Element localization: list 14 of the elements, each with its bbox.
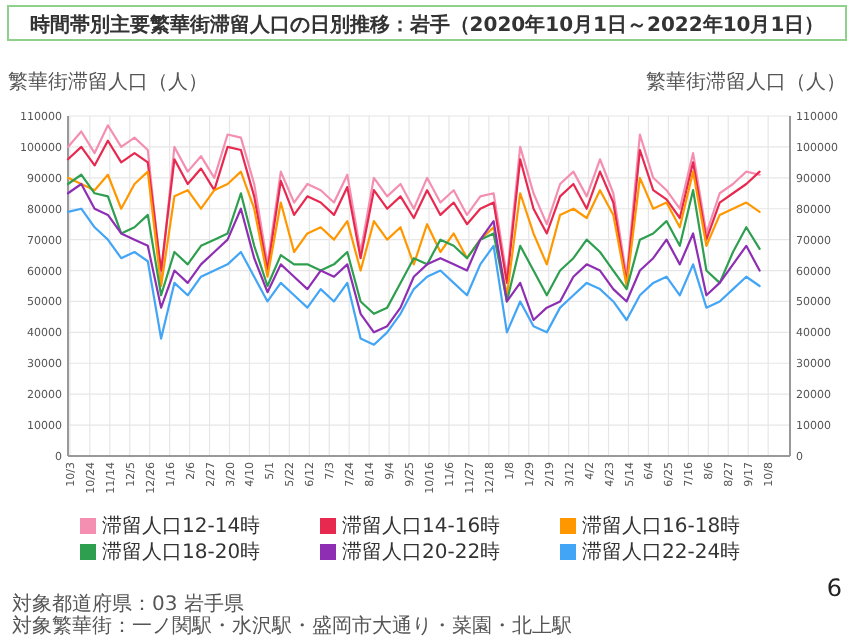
line-series bbox=[66, 207, 761, 346]
line-series bbox=[66, 182, 761, 334]
y-axis-title: 繁華街滞留人口（人） bbox=[8, 70, 208, 94]
text: 対象都道府県：03 岩手県 bbox=[12, 592, 244, 616]
legend-label: 滞留人口22-24時 bbox=[582, 540, 741, 564]
legend-label: 滞留人口14-16時 bbox=[342, 514, 501, 538]
legend-label: 滞留人口20-22時 bbox=[342, 540, 501, 564]
y2-axis-title: 繁華街滞留人口（人） bbox=[646, 70, 846, 94]
legend-label: 滞留人口18-20時 bbox=[102, 540, 261, 564]
legend-label: 滞留人口16-18時 bbox=[582, 514, 741, 538]
chart-title: 時間帯別主要繁華街滞留人口の日別推移：岩手（2020年10月1日～2022年10月1日） bbox=[29, 13, 825, 37]
text: 対象繁華街：一ノ関駅・水沢駅・盛岡市大通り・菜園・北上駅 bbox=[12, 614, 572, 638]
text: 6 bbox=[826, 574, 842, 602]
legend-label: 滞留人口12-14時 bbox=[102, 514, 261, 538]
